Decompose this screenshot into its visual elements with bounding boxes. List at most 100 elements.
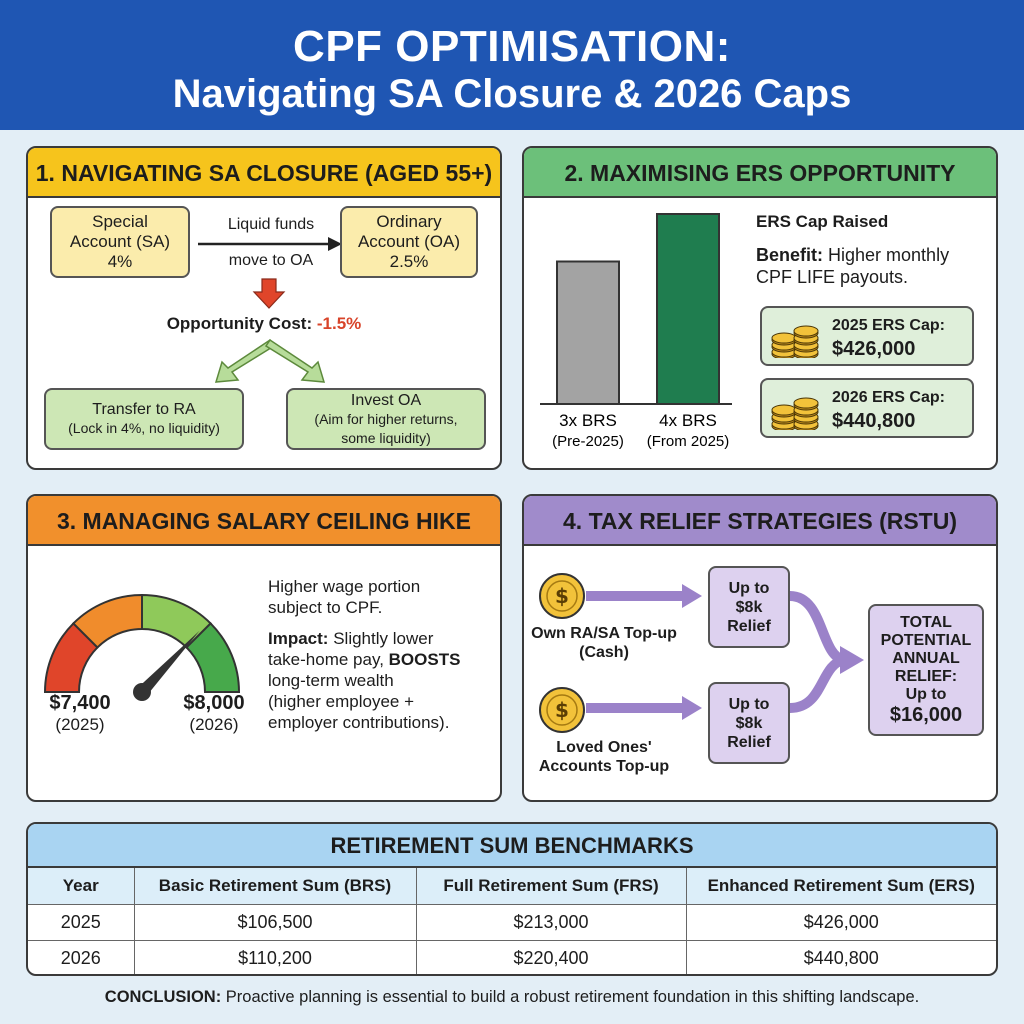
impact-label: Impact: [268,629,329,648]
arrow-label-top: Liquid funds [227,216,315,233]
cap-2025-value: $426,000 [832,338,916,360]
arrow-label-bottom: move to OA [228,252,314,269]
bar-sublabel: (From 2025) [647,433,730,450]
conclusion-label: CONCLUSION: [104,988,222,1006]
total-relief-box: TOTAL POTENTIAL ANNUAL RELIEF: Up to $16… [868,604,984,736]
relief-bottom-2: $8k [735,714,763,732]
gauge-right-year: (2026) [189,715,239,734]
cap-2026-label: 2026 ERS Cap: [832,389,945,406]
loved-label-2: Accounts Top-up [538,758,670,775]
cell-year: 2026 [28,939,135,974]
gauge-left-value: $7,400 [49,692,111,714]
retirement-sum-table: RETIREMENT SUM BENCHMARKS Year Basic Ret… [26,822,998,976]
oa-line-2: Account (OA) [357,232,461,251]
sa-line-1: Special [92,212,148,231]
col-header-year: Year [28,868,135,905]
salary-gauge [43,593,241,701]
benchmark-table: Year Basic Retirement Sum (BRS) Full Ret… [28,868,996,974]
impact-line-4: (higher employee + [268,692,415,711]
ers-cap-raised: ERS Cap Raised [756,212,889,231]
down-arrow-icon [252,278,286,309]
invest-title: Invest OA [350,391,422,409]
special-account-box: Special Account (SA) 4% [50,206,190,278]
relief-bottom-3: Relief [727,733,771,751]
invest-oa-box: Invest OA (Aim for higher returns, some … [286,388,486,450]
svg-text:$: $ [555,698,569,722]
title-line-2: Navigating SA Closure & 2026 Caps [172,72,852,116]
gauge-left-year: (2025) [55,715,105,734]
relief-bottom-1: Up to [728,695,770,713]
tax-relief-flow-arrows [586,584,864,720]
green-arrow-left-icon [214,338,276,383]
ra-note: (Lock in 4%, no liquidity) [68,420,220,436]
loved-ones-topup-label: Loved Ones' Accounts Top-up [524,738,684,776]
benefit-label: Benefit: [756,245,823,265]
table-row: 2026 $110,200 $220,400 $440,800 [28,939,996,974]
coin-stack-icon [771,397,819,430]
impact-line-2a: take-home pay, [268,650,384,669]
opportunity-cost: Opportunity Cost: -1.5% [28,314,500,334]
bar-label: 3x BRS [559,411,617,430]
invest-note-1: (Aim for higher returns, [314,410,458,427]
text1-line-1: Higher wage portion [268,577,421,596]
gauge-right-label: $8,000 (2026) [174,692,254,735]
green-arrow-right-icon [264,338,326,383]
cell-ers: $426,000 [685,903,996,941]
ra-title: Transfer to RA [92,401,196,418]
panel-salary-ceiling: 3. MANAGING SALARY CEILING HIKE $7,400 (… [26,494,502,802]
oa-line-1: Ordinary [376,212,442,231]
bar-label: 4x BRS [659,411,717,430]
opp-cost-label: Opportunity Cost: [166,314,313,333]
ers-bar [656,213,720,405]
table-row: 2025 $106,500 $213,000 $426,000 [28,903,996,941]
transfer-ra-box: Transfer to RA (Lock in 4%, no liquidity… [44,388,244,450]
cell-frs: $213,000 [415,903,687,941]
dollar-coin-icon: $ [539,687,585,733]
gauge-needle [137,630,200,697]
cell-brs: $106,500 [133,903,417,941]
panel-ers-opportunity: 2. MAXIMISING ERS OPPORTUNITY 3x BRS (Pre… [522,146,998,470]
col-header-frs: Full Retirement Sum (FRS) [415,868,687,905]
cell-brs: $110,200 [133,939,417,974]
impact-line-3: long-term wealth [268,671,394,690]
benefit-line-2: CPF LIFE payouts. [756,267,909,287]
impact-line-2b: BOOSTS [388,650,461,669]
relief-top-1: Up to [728,579,770,597]
sa-rate: 4% [107,252,133,271]
ordinary-account-box: Ordinary Account (OA) 2.5% [340,206,478,278]
conclusion: CONCLUSION: Proactive planning is essent… [0,988,1024,1007]
relief-top-2: $8k [735,598,763,616]
right-arrow-icon [198,237,342,251]
relief-box-bottom: Up to $8k Relief [708,682,790,764]
relief-box-top: Up to $8k Relief [708,566,790,648]
oa-rate: 2.5% [389,252,429,271]
own-label-2: (Cash) [579,644,629,661]
total-line-4: RELIEF: [894,667,958,685]
col-header-ers: Enhanced Retirement Sum (ERS) [685,868,996,905]
cell-year: 2025 [28,903,135,941]
ers-bar-chart: 3x BRS (Pre-2025) 4x BRS (From 2025) [540,213,732,450]
sa-line-2: Account (SA) [69,232,171,251]
title-line-1: CPF OPTIMISATION: [293,22,731,71]
invest-note-2: some liquidity) [341,429,431,446]
gauge-segment [185,621,241,693]
impact-line-5: employer contributions). [268,713,450,732]
benefit-text: Benefit: Higher monthly CPF LIFE payouts… [756,244,949,288]
cap-2025-label: 2025 ERS Cap: [832,317,945,334]
bar-sublabel: (Pre-2025) [552,433,624,450]
benefit-line-1: Higher monthly [828,245,950,265]
conclusion-text: Proactive planning is essential to build… [225,988,920,1006]
loved-label-1: Loved Ones' [556,739,652,756]
impact-line-1: Slightly lower [333,629,434,648]
cell-frs: $220,400 [415,939,687,974]
salary-description: Higher wage portion subject to CPF. Impa… [268,576,498,733]
ers-cap-2026-box: 2026 ERS Cap: $440,800 [760,378,974,438]
ers-bar [556,260,620,405]
panel-2-title: 2. MAXIMISING ERS OPPORTUNITY [524,148,996,198]
ers-cap-2025-box: 2025 ERS Cap: $426,000 [760,306,974,366]
total-line-1: TOTAL [900,613,952,631]
table-header-row: Year Basic Retirement Sum (BRS) Full Ret… [28,868,996,905]
panel-tax-relief: 4. TAX RELIEF STRATEGIES (RSTU) $ Own RA… [522,494,998,802]
col-header-brs: Basic Retirement Sum (BRS) [133,868,417,905]
panel-3-title: 3. MANAGING SALARY CEILING HIKE [28,496,500,546]
